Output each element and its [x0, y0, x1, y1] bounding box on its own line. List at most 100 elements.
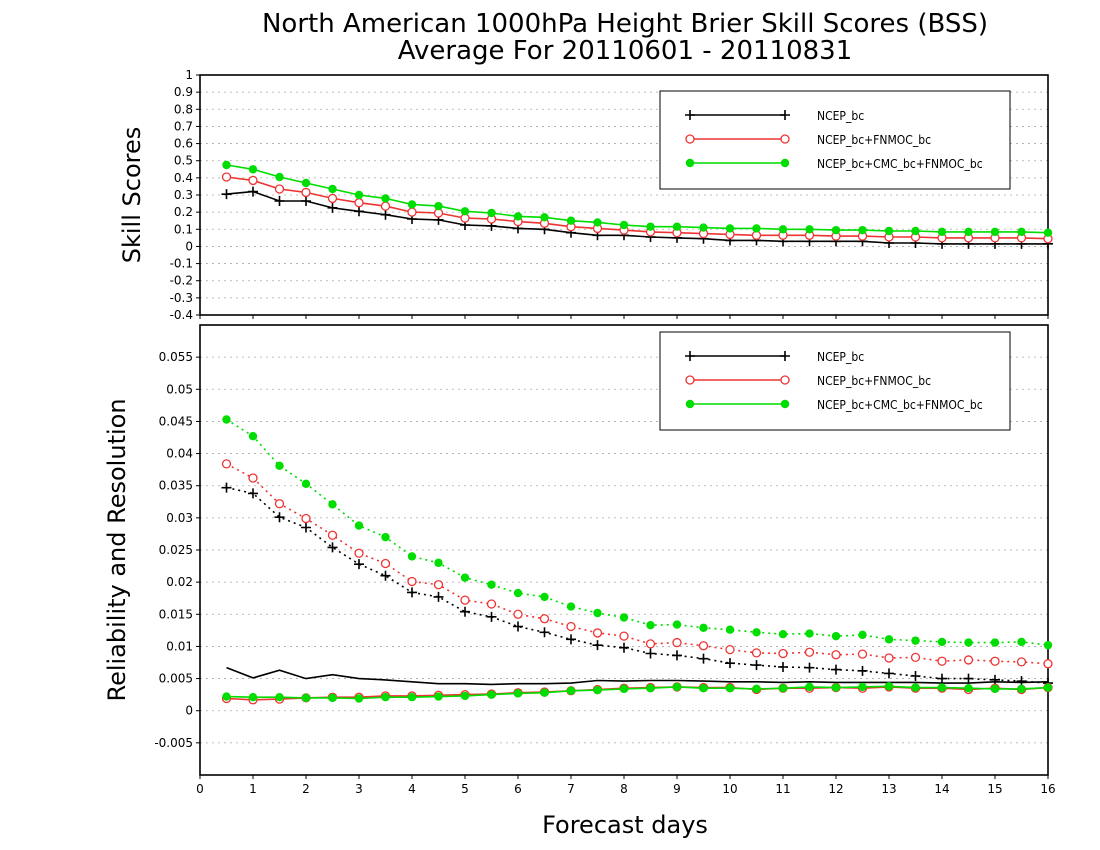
data-point [460, 691, 470, 701]
data-point [460, 207, 470, 216]
x-tick-label: 4 [408, 782, 416, 796]
y-tick-label: 0 [185, 704, 193, 718]
data-point [884, 653, 894, 663]
data-point [301, 187, 311, 198]
series-line [226, 190, 1048, 245]
data-point [619, 220, 629, 230]
data-point [407, 693, 417, 702]
y-tick-label: -0.4 [170, 308, 193, 322]
x-tick-label: 11 [775, 782, 790, 796]
data-point [884, 682, 894, 691]
data-point [301, 479, 311, 488]
data-point [725, 224, 735, 233]
data-point [964, 684, 973, 693]
data-point [804, 662, 815, 673]
data-point [407, 207, 417, 217]
data-point [513, 212, 523, 221]
data-point [752, 628, 761, 637]
data-point [513, 621, 523, 632]
x-tick-label: 7 [567, 782, 575, 796]
x-tick-label: 9 [673, 782, 681, 796]
data-point [540, 592, 549, 602]
data-point [857, 665, 868, 676]
data-point [380, 209, 391, 220]
y-tick-label: 0.01 [166, 639, 193, 653]
data-point [805, 629, 814, 638]
data-point [937, 683, 947, 692]
data-point [593, 685, 602, 695]
series-line [226, 486, 1049, 684]
data-point [1017, 227, 1026, 237]
data-point [327, 542, 338, 553]
data-point [990, 674, 1000, 685]
data-point [566, 621, 576, 632]
y-tick-label: 0.035 [159, 479, 193, 493]
data-point [275, 172, 284, 182]
data-point [963, 655, 974, 665]
data-point [964, 227, 973, 237]
data-point [274, 512, 285, 523]
data-point [619, 613, 629, 622]
data-point [248, 693, 258, 702]
series-ncep-bc-cmc-bc-fnmoc-bc [222, 415, 1053, 650]
data-point [327, 202, 338, 213]
chart-title-line1: North American 1000hPa Height Brier Skil… [262, 9, 988, 39]
series-ncep-bc-cmc-bc-fnmoc-bc [222, 160, 1053, 237]
reliability-resolution-panel: -0.005 0 0.005 0.01 0.015 0.02 0.025 0.03 0.035 0… [103, 324, 1053, 776]
legend-marker [780, 351, 790, 361]
legend-label: NCEP_bc+FNMOC_bc [817, 133, 931, 147]
data-point [646, 621, 655, 630]
x-tick-label: 16 [1040, 782, 1055, 796]
data-point [751, 660, 762, 671]
data-point [805, 682, 814, 692]
y-tick-label: 0.4 [174, 171, 193, 185]
data-point [354, 521, 364, 530]
data-point [433, 591, 444, 602]
series-line [226, 164, 1049, 234]
data-point [619, 631, 629, 641]
data-point [301, 513, 311, 524]
data-point [990, 656, 1000, 666]
data-point [540, 688, 549, 697]
chart-title-line2: Average For 20110601 - 20110831 [398, 36, 853, 66]
data-point [248, 165, 258, 174]
data-point [778, 630, 788, 639]
legend-label: NCEP_bc [817, 109, 864, 123]
series-ncep-bc-fnmoc-bc [221, 459, 1053, 669]
legend-marker [685, 351, 695, 361]
data-point [301, 693, 311, 703]
y-tick-label: 0.02 [166, 575, 193, 589]
data-point [990, 684, 1000, 694]
data-point [831, 650, 841, 660]
data-point [407, 576, 417, 587]
series-unnamed [226, 666, 1049, 686]
x-tick-label: 6 [514, 782, 522, 796]
legend: NCEP_bc NCEP_bc+FNMOC_bc NCEP_bc+CMC_bc+FN… [659, 90, 1011, 190]
series-line [226, 685, 1049, 700]
data-point [778, 648, 788, 659]
data-point [222, 415, 231, 424]
data-point [725, 684, 735, 693]
data-point [407, 552, 417, 561]
y-tick-label: -0.005 [154, 736, 193, 750]
data-point [222, 160, 231, 170]
legend-label: NCEP_bc+CMC_bc+FNMOC_bc [817, 157, 983, 171]
data-point [301, 178, 311, 188]
data-point [831, 683, 841, 692]
y-tick-label: 0.1 [174, 222, 193, 236]
data-point [1043, 228, 1053, 237]
data-point [645, 648, 656, 659]
series-line [226, 418, 1049, 646]
data-point [752, 224, 761, 233]
data-point [910, 671, 921, 681]
data-point [911, 636, 920, 645]
data-point [725, 644, 735, 655]
x-tick-label: 0 [196, 782, 204, 796]
data-point [699, 623, 708, 632]
data-point [407, 587, 417, 598]
x-axis-label: Forecast days [542, 811, 708, 839]
data-point [698, 653, 709, 664]
data-point [1016, 676, 1027, 687]
legend-box [659, 90, 1011, 190]
legend-marker [780, 375, 790, 385]
